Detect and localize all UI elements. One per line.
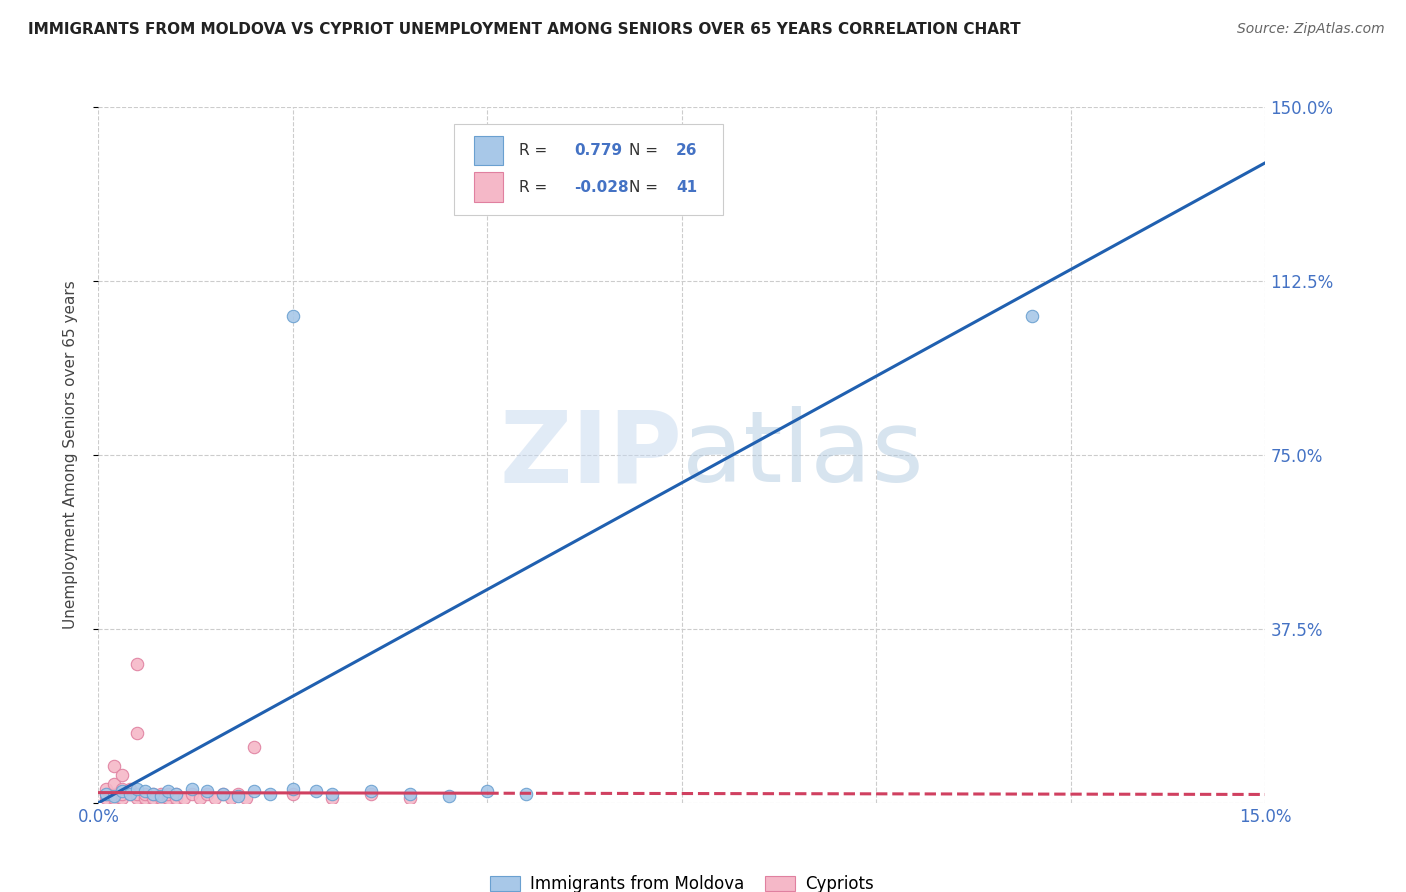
Point (243, 784, 266, 798)
Point (118, 781, 141, 796)
Point (127, 781, 149, 796)
FancyBboxPatch shape (454, 124, 723, 215)
Point (96, 787, 118, 801)
Point (118, 787, 141, 801)
Point (134, 787, 156, 801)
Point (195, 787, 218, 801)
Point (437, 789, 460, 803)
Point (180, 781, 202, 796)
Point (142, 791, 165, 805)
Text: atlas: atlas (682, 407, 924, 503)
Point (111, 787, 134, 801)
FancyBboxPatch shape (474, 136, 503, 165)
Point (103, 758, 125, 772)
Text: 0.779: 0.779 (575, 143, 623, 158)
Point (281, 787, 304, 801)
Point (360, 784, 382, 798)
Point (259, 787, 281, 801)
Text: ZIP: ZIP (499, 407, 682, 503)
Point (96, 791, 118, 805)
Point (281, 309, 304, 323)
Point (149, 789, 172, 803)
Point (204, 791, 226, 805)
Text: 26: 26 (676, 143, 697, 158)
Point (235, 791, 257, 805)
Point (321, 791, 343, 805)
Point (103, 789, 125, 803)
Point (180, 787, 202, 801)
Point (142, 787, 165, 801)
Point (103, 777, 125, 791)
Point (127, 787, 149, 801)
Legend: Immigrants from Moldova, Cypriots: Immigrants from Moldova, Cypriots (482, 867, 882, 892)
Point (360, 787, 382, 801)
Point (195, 784, 218, 798)
Point (398, 791, 420, 805)
Text: N =: N = (630, 143, 664, 158)
Point (477, 784, 499, 798)
Point (321, 787, 343, 801)
Point (118, 787, 141, 801)
Point (228, 787, 250, 801)
Point (127, 726, 149, 740)
Point (157, 784, 180, 798)
Point (103, 787, 125, 801)
Point (165, 787, 187, 801)
Point (96, 787, 118, 801)
Point (188, 791, 211, 805)
Point (111, 768, 134, 782)
Point (515, 787, 537, 801)
Text: -0.028: -0.028 (575, 179, 628, 194)
Point (165, 787, 187, 801)
Point (305, 784, 328, 798)
Point (157, 791, 180, 805)
Y-axis label: Unemployment Among Seniors over 65 years: Unemployment Among Seniors over 65 years (63, 281, 77, 629)
Point (111, 791, 134, 805)
Point (111, 781, 134, 796)
Point (173, 791, 195, 805)
Point (134, 791, 156, 805)
Point (243, 740, 266, 755)
Point (398, 787, 420, 801)
Point (219, 791, 242, 805)
Point (212, 787, 235, 801)
Point (281, 781, 304, 796)
Point (111, 784, 134, 798)
Point (127, 657, 149, 671)
Text: IMMIGRANTS FROM MOLDOVA VS CYPRIOT UNEMPLOYMENT AMONG SENIORS OVER 65 YEARS CORR: IMMIGRANTS FROM MOLDOVA VS CYPRIOT UNEMP… (28, 22, 1021, 37)
Point (142, 787, 165, 801)
Point (134, 784, 156, 798)
Text: N =: N = (630, 179, 664, 194)
Point (96, 781, 118, 796)
FancyBboxPatch shape (474, 172, 503, 202)
Point (157, 787, 180, 801)
Point (212, 787, 235, 801)
Point (165, 791, 187, 805)
Point (103, 791, 125, 805)
Point (228, 789, 250, 803)
Point (1021, 309, 1043, 323)
Text: 41: 41 (676, 179, 697, 194)
Point (127, 791, 149, 805)
Point (149, 791, 172, 805)
Text: Source: ZipAtlas.com: Source: ZipAtlas.com (1237, 22, 1385, 37)
Text: R =: R = (519, 179, 551, 194)
Text: R =: R = (519, 143, 551, 158)
Point (149, 787, 172, 801)
